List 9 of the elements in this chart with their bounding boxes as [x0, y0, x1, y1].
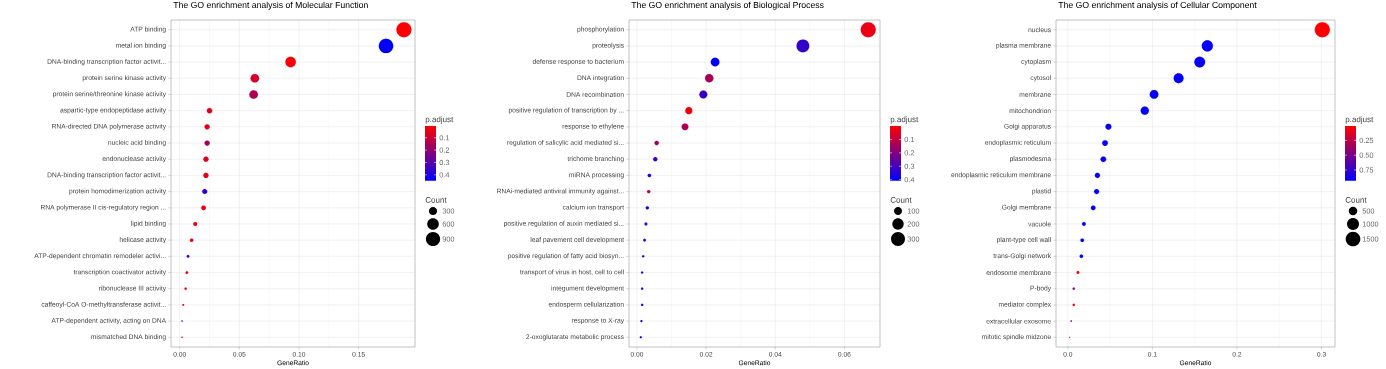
color-bar-title: p.adjust	[890, 116, 919, 124]
chart-title: The GO enrichment analysis of Cellular Component	[1058, 1, 1257, 10]
chart-title: The GO enrichment analysis of Molecular Function	[173, 1, 368, 10]
chart-title: The GO enrichment analysis of Biological Process	[631, 1, 824, 10]
legend-title: Count	[890, 197, 912, 203]
legend-title: Count	[1345, 197, 1367, 203]
color-bar-title: p.adjust	[1345, 116, 1374, 124]
legend-title: Count	[425, 197, 447, 203]
color-bar-title: p.adjust	[425, 116, 454, 124]
